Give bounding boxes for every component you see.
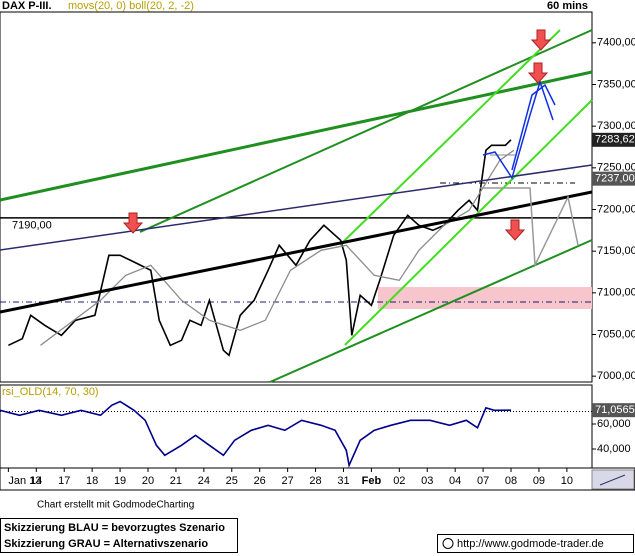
main-panel [0,11,593,383]
x-tick-label: Feb [362,475,382,487]
arrow [527,62,549,84]
timeframe: 60 mins [547,0,588,12]
support-zone [378,287,592,309]
trend-line [269,239,593,383]
x-tick-label: 31 [337,475,349,487]
trend-line [139,29,593,233]
price-label-box [592,132,635,147]
rsi-plot [0,400,592,468]
trend-line [0,70,593,202]
x-tick-label: 09 [533,475,545,487]
url: http://www.godmode-trader.de [457,538,604,550]
x-tick-label: 19 [114,475,126,487]
arrow [122,212,144,234]
x-tick-label: 18 [86,475,98,487]
x-tick-label: 02 [393,475,405,487]
y-tick-label: 7000,00 [597,370,635,382]
instrument: DAX P-III. [2,0,52,12]
y-tick-label: 7200,00 [597,203,635,215]
x-tick-label: 28 [309,475,321,487]
y-tick-label: 7100,00 [597,287,635,299]
x-tick-label: 07 [477,475,489,487]
copyright-icon [442,538,454,549]
trend-line [344,99,593,346]
x-tick-label: 24 [198,475,210,487]
y-tick-label: 7300,00 [597,120,635,132]
x-tick-label: 20 [142,475,154,487]
arrows [122,29,552,241]
legend-box [0,518,238,553]
x-tick-label: 27 [281,475,293,487]
y-tick-label: 7350,00 [597,78,635,90]
y-tick-label: 7150,00 [597,245,635,257]
x-tick-label: 04 [449,475,461,487]
x-tick-label: 26 [254,475,266,487]
x-tick-label: 17 [58,475,70,487]
y-tick-label: 60,000 [597,418,631,430]
corner-icon-stroke [599,474,626,486]
price-label-box [592,171,635,186]
y-tick-label: 40,000 [597,443,631,455]
y-tick-label: 7250,00 [597,162,635,174]
rsi-panel [0,384,593,469]
legend-line: Skizzierung GRAU = Alternativszenario [4,538,208,550]
gray-scenario [480,187,579,268]
x-tick-label: 25 [226,475,238,487]
url-box [437,534,634,553]
legend-line: Skizzierung BLAU = bevorzugtes Szenario [4,522,225,534]
blue-scenario [482,79,554,180]
x-tick-label: 14 [30,475,42,487]
trend-line [0,190,593,314]
trend-lines [0,29,593,383]
level-label: 7190,00 [12,220,52,232]
price-label: 7283,62 [595,134,635,146]
price-label: 71,0565 [595,404,635,416]
credit: Chart erstellt mit GodmodeCharting [37,500,194,511]
y-tick-label: 7050,00 [597,328,635,340]
rsi-title: rsi_OLD(14, 70, 30) [2,386,99,398]
blue-scenario [511,83,556,171]
main-plot: 7190,00 [0,139,592,357]
series-line [40,149,515,346]
indicators: movs(20, 0) boll(20, 2, -2) [68,0,194,12]
series-line [0,400,512,468]
x-tick-label: Jan 13 [8,475,41,487]
x-tick-label: 10 [561,475,573,487]
x-tick-label: 08 [505,475,517,487]
x-tick-label: 21 [170,475,182,487]
arrow [504,219,526,241]
y-tick-label: 7400,00 [597,37,635,49]
arrow [530,29,552,51]
price-label-box [592,403,635,418]
price-label: 7237,00 [595,173,635,185]
date-axis [0,467,635,491]
trend-line [0,164,593,251]
x-tick-label: 03 [421,475,433,487]
trend-line [339,29,561,246]
